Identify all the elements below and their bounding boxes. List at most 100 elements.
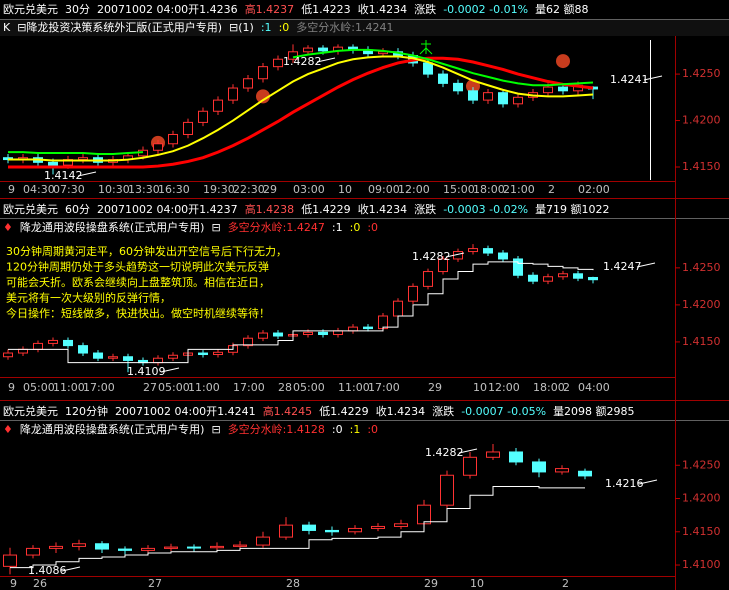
header-text: :0 <box>350 221 361 234</box>
candle-body <box>423 62 433 75</box>
candle-body <box>228 87 238 101</box>
header-text: 欧元兑美元 <box>3 202 58 216</box>
x-tick-label: 05:00 <box>293 381 325 394</box>
x-tick-label: 19:30 <box>203 183 235 196</box>
header-text: :0 <box>279 21 290 34</box>
x-tick-label: 10 <box>338 183 352 196</box>
candle-body <box>417 504 431 525</box>
candle-body <box>18 348 28 354</box>
y-tick-label: 1.4150 <box>682 160 721 173</box>
annotation-leader <box>160 367 180 373</box>
x-tick-label: 2 <box>563 381 570 394</box>
candle-body <box>233 544 247 547</box>
candle-body <box>256 536 270 546</box>
indicator-line <box>8 261 594 364</box>
annotation-leader <box>445 252 465 258</box>
x-tick-label: 10 <box>473 381 487 394</box>
candle-body <box>78 345 88 354</box>
candle-body <box>588 276 598 281</box>
header-text: ⊟ <box>211 221 220 234</box>
candle-body <box>453 82 463 92</box>
header-text: -0.0007 -0.05% <box>461 405 546 418</box>
candle-body <box>141 547 155 551</box>
candle-body <box>486 451 500 458</box>
candle-body <box>333 330 343 336</box>
candle-body <box>578 470 592 477</box>
candle-body <box>543 86 553 94</box>
annotation-leader <box>77 171 97 177</box>
x-tick-label: 03:00 <box>293 183 325 196</box>
x-tick-label: 29 <box>424 577 438 590</box>
price-annotation: 1.4216 <box>605 477 644 490</box>
signal-marker <box>256 89 270 104</box>
header-text: -0.0003 -0.02% <box>443 203 528 216</box>
candle-body <box>555 468 569 473</box>
candle-body <box>108 356 118 359</box>
y-tick-label: 1.4100 <box>682 558 721 571</box>
candle-body <box>213 351 223 356</box>
candle-body <box>164 546 178 549</box>
y-tick-label: 1.4150 <box>682 335 721 348</box>
header-text: 60分 <box>65 203 90 216</box>
candle-body <box>440 474 454 506</box>
candle-body <box>348 326 358 332</box>
x-tick-label: 28 <box>286 577 300 590</box>
y-tick-label: 1.4250 <box>682 458 721 471</box>
candle-body <box>513 258 523 276</box>
header-text: :1 <box>350 423 361 436</box>
candle-body <box>63 339 73 347</box>
y-tick-label: 1.4200 <box>682 114 721 127</box>
candle-body <box>532 461 546 473</box>
header-text: 降龙通用波段操盘系统(正式用户专用) <box>20 422 205 436</box>
header-text: 高1.4238 <box>245 202 295 216</box>
candle-body <box>258 66 268 80</box>
candle-body <box>394 523 408 527</box>
header-text: 低1.4223 <box>301 3 351 16</box>
candle-body <box>363 326 373 330</box>
x-tick-label: 05:00 <box>23 381 55 394</box>
candle-body <box>243 337 253 347</box>
indicator-line <box>8 55 594 162</box>
annotation-leader <box>458 448 478 454</box>
candle-body <box>528 274 538 282</box>
candle-body <box>118 548 132 551</box>
candle-body <box>498 92 508 105</box>
header-text: 降龙通用波段操盘系统(正式用户专用) <box>20 220 205 234</box>
x-tick-label: 07:30 <box>53 183 85 196</box>
header-text: 欧元兑美元 <box>3 404 58 418</box>
candle-body <box>288 51 298 60</box>
candle-body <box>243 78 253 89</box>
header-text: ♦ <box>3 221 13 234</box>
header-text: 欧元兑美元 <box>3 2 58 16</box>
x-tick-label: 02:00 <box>578 183 610 196</box>
x-tick-label: 11:00 <box>188 381 220 394</box>
header-text: 低1.4229 <box>319 405 369 418</box>
candle-body <box>187 546 201 549</box>
x-tick-label: 22:30 <box>233 183 265 196</box>
candle-body <box>273 332 283 337</box>
x-tick-label: 05:00 <box>158 381 190 394</box>
header-text: ♦ <box>3 423 13 436</box>
candle-body <box>33 342 43 350</box>
candle-body <box>558 273 568 278</box>
header-text: 量719 额1022 <box>535 203 610 216</box>
header-text: 涨跌 <box>414 202 436 216</box>
commentary: 可能会夭折。欧系会继续向上盘整筑顶。相信在近日， <box>6 275 270 289</box>
signal-icon <box>419 40 433 55</box>
price-annotation: 1.4282 <box>283 55 322 68</box>
header-text: 收1.4234 <box>358 202 408 216</box>
y-tick-label: 1.4150 <box>682 525 721 538</box>
y-tick-label: 1.4200 <box>682 492 721 505</box>
indicator-line <box>8 48 594 155</box>
candle-body <box>168 133 178 145</box>
candle-body <box>72 543 86 547</box>
annotation-leader <box>643 75 663 81</box>
header-text: 量2098 额2985 <box>553 405 635 418</box>
x-tick-label: 17:00 <box>368 381 400 394</box>
candle-body <box>303 331 313 336</box>
x-tick-label: 13:30 <box>128 183 160 196</box>
candle-body <box>123 356 133 361</box>
x-tick-label: 12:00 <box>398 183 430 196</box>
header-text: 20071002 04:00开1.4236 <box>97 3 238 16</box>
